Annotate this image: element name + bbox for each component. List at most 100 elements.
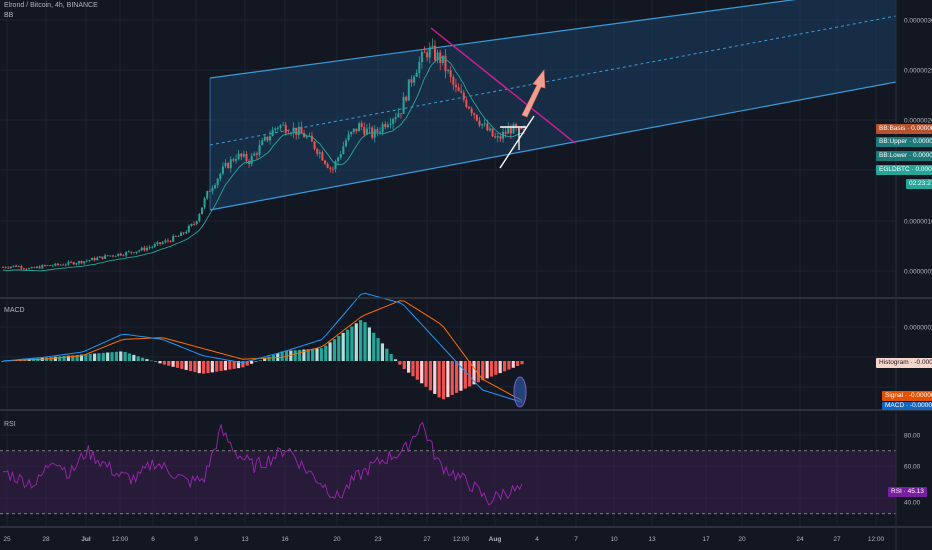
macd-line — [2, 292, 523, 403]
macd-tick-label: 0.00000020 — [904, 325, 932, 332]
time-tick-label: 20 — [738, 536, 746, 543]
candle-body — [132, 252, 135, 254]
candle-body — [114, 255, 117, 257]
time-tick-label: 12:00 — [868, 536, 885, 543]
candle-body — [365, 128, 368, 135]
candle-body — [261, 140, 264, 146]
histogram-bar — [489, 361, 494, 377]
rsi-pane[interactable] — [0, 421, 896, 515]
candle-body — [214, 185, 217, 189]
rsi-indicator-label[interactable]: RSI — [4, 421, 16, 428]
macd-indicator-label[interactable]: MACD — [4, 307, 25, 314]
histogram-bar — [145, 359, 149, 361]
bb-lower-badge: BB:Lower · 0.00000192 — [876, 151, 932, 161]
time-tick-label: 28 — [42, 536, 50, 543]
candle-body — [413, 76, 416, 83]
candle-body — [431, 45, 434, 48]
candle-body — [426, 52, 429, 58]
candle-body — [488, 128, 491, 131]
candle-body — [119, 253, 122, 256]
histogram-bar — [450, 361, 454, 395]
histogram-bar — [197, 361, 201, 374]
histogram-bar — [171, 361, 175, 367]
histogram-bar — [324, 345, 328, 361]
candle-body — [93, 258, 96, 261]
candle-body — [232, 159, 235, 161]
histogram-bar — [459, 361, 463, 391]
histogram-bar — [280, 351, 284, 361]
candle-body — [253, 153, 256, 156]
candle-body — [520, 126, 523, 130]
histogram-bar — [407, 361, 411, 373]
histogram-bar — [350, 326, 354, 361]
candle-body — [62, 264, 65, 266]
channel-upper-line — [209, 0, 797, 79]
histogram-bar — [354, 323, 358, 361]
candle-body — [523, 129, 525, 130]
bb-indicator-label[interactable]: BB — [4, 12, 14, 19]
time-tick-label: Aug — [489, 536, 502, 543]
candle-body — [169, 240, 172, 242]
descending-trendline — [430, 27, 576, 144]
candle-body — [200, 207, 203, 215]
time-tick-label: 12:00 — [112, 536, 129, 543]
candle-body — [410, 79, 413, 83]
candle-body — [117, 253, 120, 256]
candle-body — [203, 198, 206, 208]
ascending-channel[interactable] — [209, 0, 897, 211]
time-tick-label: 13 — [241, 536, 249, 543]
bb-basis-badge: BB:Basis · 0.00000192 — [876, 124, 932, 134]
time-tick-label: 17 — [702, 536, 710, 543]
histogram-bar — [154, 361, 158, 362]
candle-body — [140, 247, 143, 251]
histogram-bar — [463, 361, 467, 389]
candle-body — [91, 258, 94, 261]
axes: 0.000003000.000002500.000002000.00000150… — [3, 18, 932, 544]
time-tick-label: 9 — [194, 536, 198, 543]
histogram-bar — [49, 357, 53, 361]
candle-body — [109, 255, 112, 257]
time-tick-label: 4 — [535, 536, 539, 543]
histogram-bar — [53, 356, 57, 361]
histogram-bar — [433, 361, 437, 394]
time-tick-label: 12:00 — [453, 536, 470, 543]
histogram-badge: Histogram · -0.00000001 — [876, 358, 932, 368]
histogram-bar — [162, 361, 166, 365]
candle-body — [297, 126, 300, 135]
candle-body — [12, 265, 15, 267]
candle-body — [224, 162, 227, 167]
price-tick-label: 0.00000200 — [904, 118, 932, 125]
candle-body — [9, 266, 12, 268]
candle-body — [127, 251, 130, 253]
histogram-bar — [132, 354, 136, 361]
breakout-arrow — [521, 69, 546, 118]
histogram-bar — [485, 361, 489, 379]
candle-body — [347, 134, 350, 141]
candle-body — [38, 266, 41, 269]
candle-body — [235, 159, 238, 161]
drawing-tools[interactable] — [430, 27, 576, 169]
histogram-bar — [167, 361, 171, 366]
histogram-bar — [363, 322, 367, 361]
candle-body — [394, 117, 397, 119]
histogram-bar — [223, 361, 228, 371]
macd-pane[interactable] — [1, 292, 527, 408]
histogram-bar — [337, 336, 341, 361]
candle-body — [329, 167, 332, 169]
candle-body — [276, 127, 279, 129]
bb-basis-line — [2, 56, 525, 272]
candle-body — [428, 47, 431, 58]
candle-body — [284, 124, 287, 134]
candle-body — [185, 231, 188, 234]
candle-body — [59, 264, 62, 266]
price-pane[interactable] — [2, 38, 525, 272]
candle-body — [269, 136, 272, 141]
price-tick-label: 0.00000250 — [904, 68, 932, 75]
time-tick-label: 16 — [281, 536, 289, 543]
candle-body — [182, 232, 185, 234]
histogram-bar — [127, 353, 132, 361]
candle-body — [77, 261, 80, 264]
candle-body — [384, 124, 387, 128]
candle-body — [470, 108, 473, 114]
